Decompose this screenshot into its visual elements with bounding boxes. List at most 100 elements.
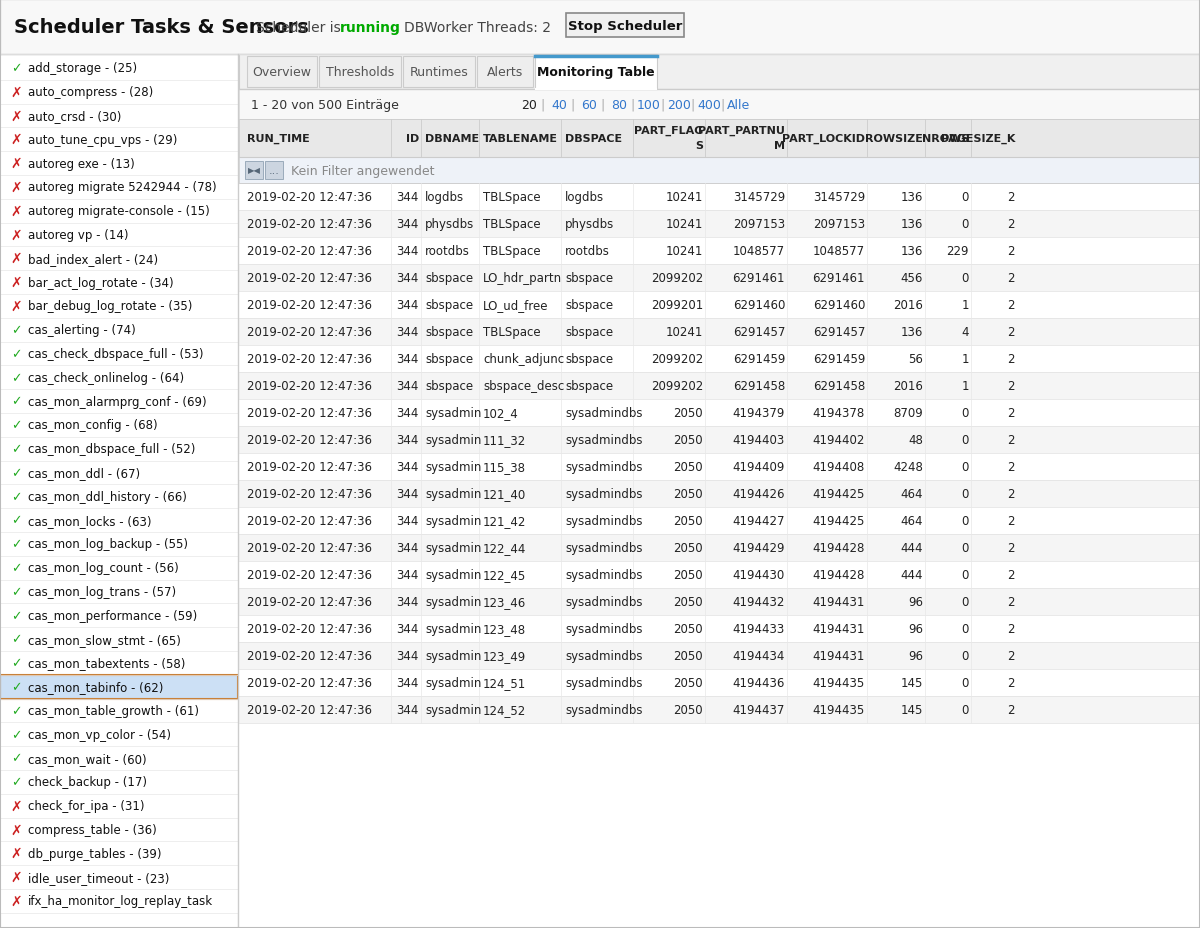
Text: sbspace: sbspace xyxy=(565,272,613,285)
Text: autoreg migrate 5242944 - (78): autoreg migrate 5242944 - (78) xyxy=(28,181,217,194)
Text: 2019-02-20 12:47:36: 2019-02-20 12:47:36 xyxy=(247,703,372,716)
Bar xyxy=(239,642,1200,669)
Text: ✓: ✓ xyxy=(11,680,22,693)
Text: 2019-02-20 12:47:36: 2019-02-20 12:47:36 xyxy=(247,245,372,258)
Text: 0: 0 xyxy=(961,218,970,231)
Text: 4194379: 4194379 xyxy=(733,406,785,419)
Text: ✗: ✗ xyxy=(10,276,22,290)
Bar xyxy=(0,627,238,651)
Text: 2: 2 xyxy=(1008,623,1015,636)
Text: 1048577: 1048577 xyxy=(812,245,865,258)
Text: TBLSpace: TBLSpace xyxy=(482,326,541,339)
Text: ✓: ✓ xyxy=(11,609,22,622)
Text: 4248: 4248 xyxy=(893,460,923,473)
Bar xyxy=(0,318,238,342)
Bar xyxy=(239,264,1200,291)
Text: 2099202: 2099202 xyxy=(650,353,703,366)
Text: 4194408: 4194408 xyxy=(812,460,865,473)
Text: bad_index_alert - (24): bad_index_alert - (24) xyxy=(28,252,158,265)
Text: 2: 2 xyxy=(1008,245,1015,258)
Text: TBLSpace: TBLSpace xyxy=(482,218,541,231)
Bar xyxy=(535,55,658,90)
Text: 124_51: 124_51 xyxy=(482,677,527,690)
Text: 2: 2 xyxy=(1008,433,1015,446)
Bar xyxy=(239,211,1200,238)
Text: logdbs: logdbs xyxy=(565,191,604,204)
Text: 4194431: 4194431 xyxy=(812,596,865,609)
Text: 2019-02-20 12:47:36: 2019-02-20 12:47:36 xyxy=(247,623,372,636)
Bar xyxy=(239,90,1200,120)
Bar xyxy=(319,57,401,88)
Text: ✗: ✗ xyxy=(10,204,22,218)
Text: 2019-02-20 12:47:36: 2019-02-20 12:47:36 xyxy=(247,353,372,366)
Text: DBNAME: DBNAME xyxy=(425,134,479,144)
Text: 2019-02-20 12:47:36: 2019-02-20 12:47:36 xyxy=(247,218,372,231)
Text: ✓: ✓ xyxy=(11,324,22,337)
Text: 48: 48 xyxy=(908,433,923,446)
Text: ✗: ✗ xyxy=(10,300,22,314)
Text: 2099201: 2099201 xyxy=(650,299,703,312)
Text: TABLENAME: TABLENAME xyxy=(482,134,558,144)
Text: 456: 456 xyxy=(901,272,923,285)
Text: 10241: 10241 xyxy=(666,326,703,339)
Text: cas_mon_slow_stmt - (65): cas_mon_slow_stmt - (65) xyxy=(28,633,181,646)
Bar xyxy=(239,55,1200,928)
Text: 0: 0 xyxy=(961,487,970,500)
Text: 4194403: 4194403 xyxy=(733,433,785,446)
Text: cas_mon_config - (68): cas_mon_config - (68) xyxy=(28,419,157,432)
Text: sysadmin: sysadmin xyxy=(425,677,481,690)
Text: 123_48: 123_48 xyxy=(482,623,526,636)
Text: 2050: 2050 xyxy=(673,541,703,554)
Text: 2050: 2050 xyxy=(673,433,703,446)
Text: 60: 60 xyxy=(581,98,596,111)
Bar xyxy=(247,57,317,88)
Bar xyxy=(239,561,1200,588)
Text: 1 - 20 von 500 Einträge: 1 - 20 von 500 Einträge xyxy=(251,98,398,111)
Text: ✓: ✓ xyxy=(11,561,22,574)
Text: 6291461: 6291461 xyxy=(732,272,785,285)
Text: 145: 145 xyxy=(901,677,923,690)
Text: sysadmin: sysadmin xyxy=(425,487,481,500)
Text: 1: 1 xyxy=(961,299,970,312)
Text: cas_mon_tabinfo - (62): cas_mon_tabinfo - (62) xyxy=(28,680,163,693)
Text: 2019-02-20 12:47:36: 2019-02-20 12:47:36 xyxy=(247,272,372,285)
Text: 344: 344 xyxy=(397,487,419,500)
Bar xyxy=(0,81,238,105)
Text: 2050: 2050 xyxy=(673,703,703,716)
Text: 2019-02-20 12:47:36: 2019-02-20 12:47:36 xyxy=(247,514,372,527)
Text: 344: 344 xyxy=(397,623,419,636)
Text: 344: 344 xyxy=(397,650,419,663)
Text: 2019-02-20 12:47:36: 2019-02-20 12:47:36 xyxy=(247,677,372,690)
Text: cas_mon_log_backup - (55): cas_mon_log_backup - (55) xyxy=(28,538,188,551)
Bar xyxy=(0,556,238,580)
Bar xyxy=(0,57,238,81)
Text: |: | xyxy=(721,98,725,111)
Text: idle_user_timeout - (23): idle_user_timeout - (23) xyxy=(28,870,169,883)
Text: 10241: 10241 xyxy=(666,218,703,231)
Bar xyxy=(0,55,238,928)
Text: sbspace: sbspace xyxy=(425,326,473,339)
Text: ✗: ✗ xyxy=(10,85,22,99)
Bar xyxy=(239,238,1200,264)
Text: 344: 344 xyxy=(397,406,419,419)
Text: sysadmindbs: sysadmindbs xyxy=(565,596,642,609)
Text: physdbs: physdbs xyxy=(425,218,474,231)
Text: sysadmin: sysadmin xyxy=(425,433,481,446)
Text: 6291460: 6291460 xyxy=(733,299,785,312)
Text: |: | xyxy=(691,98,695,111)
Text: sysadmindbs: sysadmindbs xyxy=(565,406,642,419)
Text: 344: 344 xyxy=(397,460,419,473)
Text: sysadmindbs: sysadmindbs xyxy=(565,623,642,636)
Text: ✗: ✗ xyxy=(10,846,22,860)
Text: check_backup - (17): check_backup - (17) xyxy=(28,776,148,789)
Text: 2050: 2050 xyxy=(673,650,703,663)
Text: 4194402: 4194402 xyxy=(812,433,865,446)
Text: sysadmindbs: sysadmindbs xyxy=(565,703,642,716)
Text: 3145729: 3145729 xyxy=(733,191,785,204)
Text: cas_mon_log_count - (56): cas_mon_log_count - (56) xyxy=(28,561,179,574)
Text: 0: 0 xyxy=(961,568,970,581)
Text: 6291461: 6291461 xyxy=(812,272,865,285)
Text: 1: 1 xyxy=(961,353,970,366)
Bar xyxy=(0,128,238,152)
Text: 1: 1 xyxy=(961,380,970,393)
